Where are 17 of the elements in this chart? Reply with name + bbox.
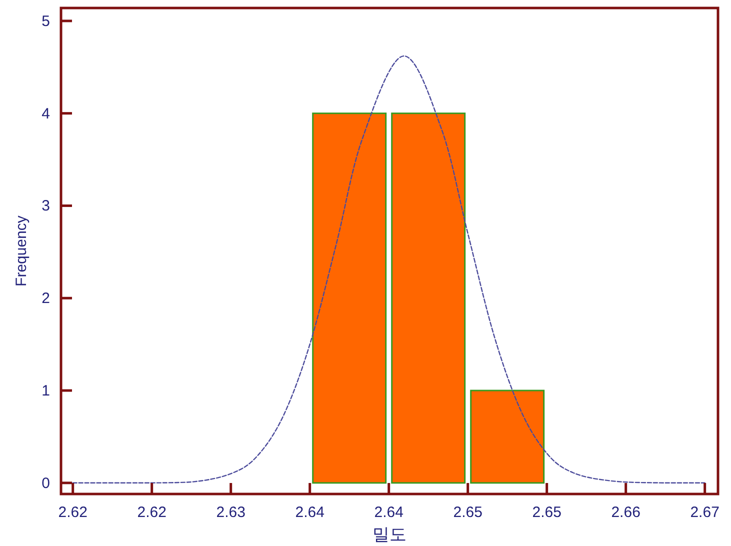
y-tick-label: 3 bbox=[42, 198, 50, 215]
x-tick-label: 2.67 bbox=[690, 504, 720, 521]
x-tick-label: 2.62 bbox=[58, 504, 88, 521]
x-tick-label: 2.63 bbox=[216, 504, 246, 521]
x-tick-label: 2.65 bbox=[453, 504, 482, 521]
y-tick-label: 5 bbox=[42, 12, 50, 30]
x-tick-label: 2.64 bbox=[295, 504, 324, 521]
x-tick-label: 2.66 bbox=[611, 504, 640, 521]
x-tick-label: 2.65 bbox=[532, 504, 562, 521]
x-tick-label: 2.62 bbox=[137, 504, 166, 521]
x-axis-title: 밀도 bbox=[372, 525, 406, 544]
y-tick-label: 1 bbox=[42, 382, 50, 400]
y-tick-label: 4 bbox=[42, 105, 50, 122]
x-tick-label: 2.64 bbox=[374, 504, 404, 521]
y-axis-title: Frequency bbox=[13, 215, 30, 286]
y-tick-label: 2 bbox=[42, 290, 50, 308]
y-tick-label: 0 bbox=[42, 474, 50, 492]
